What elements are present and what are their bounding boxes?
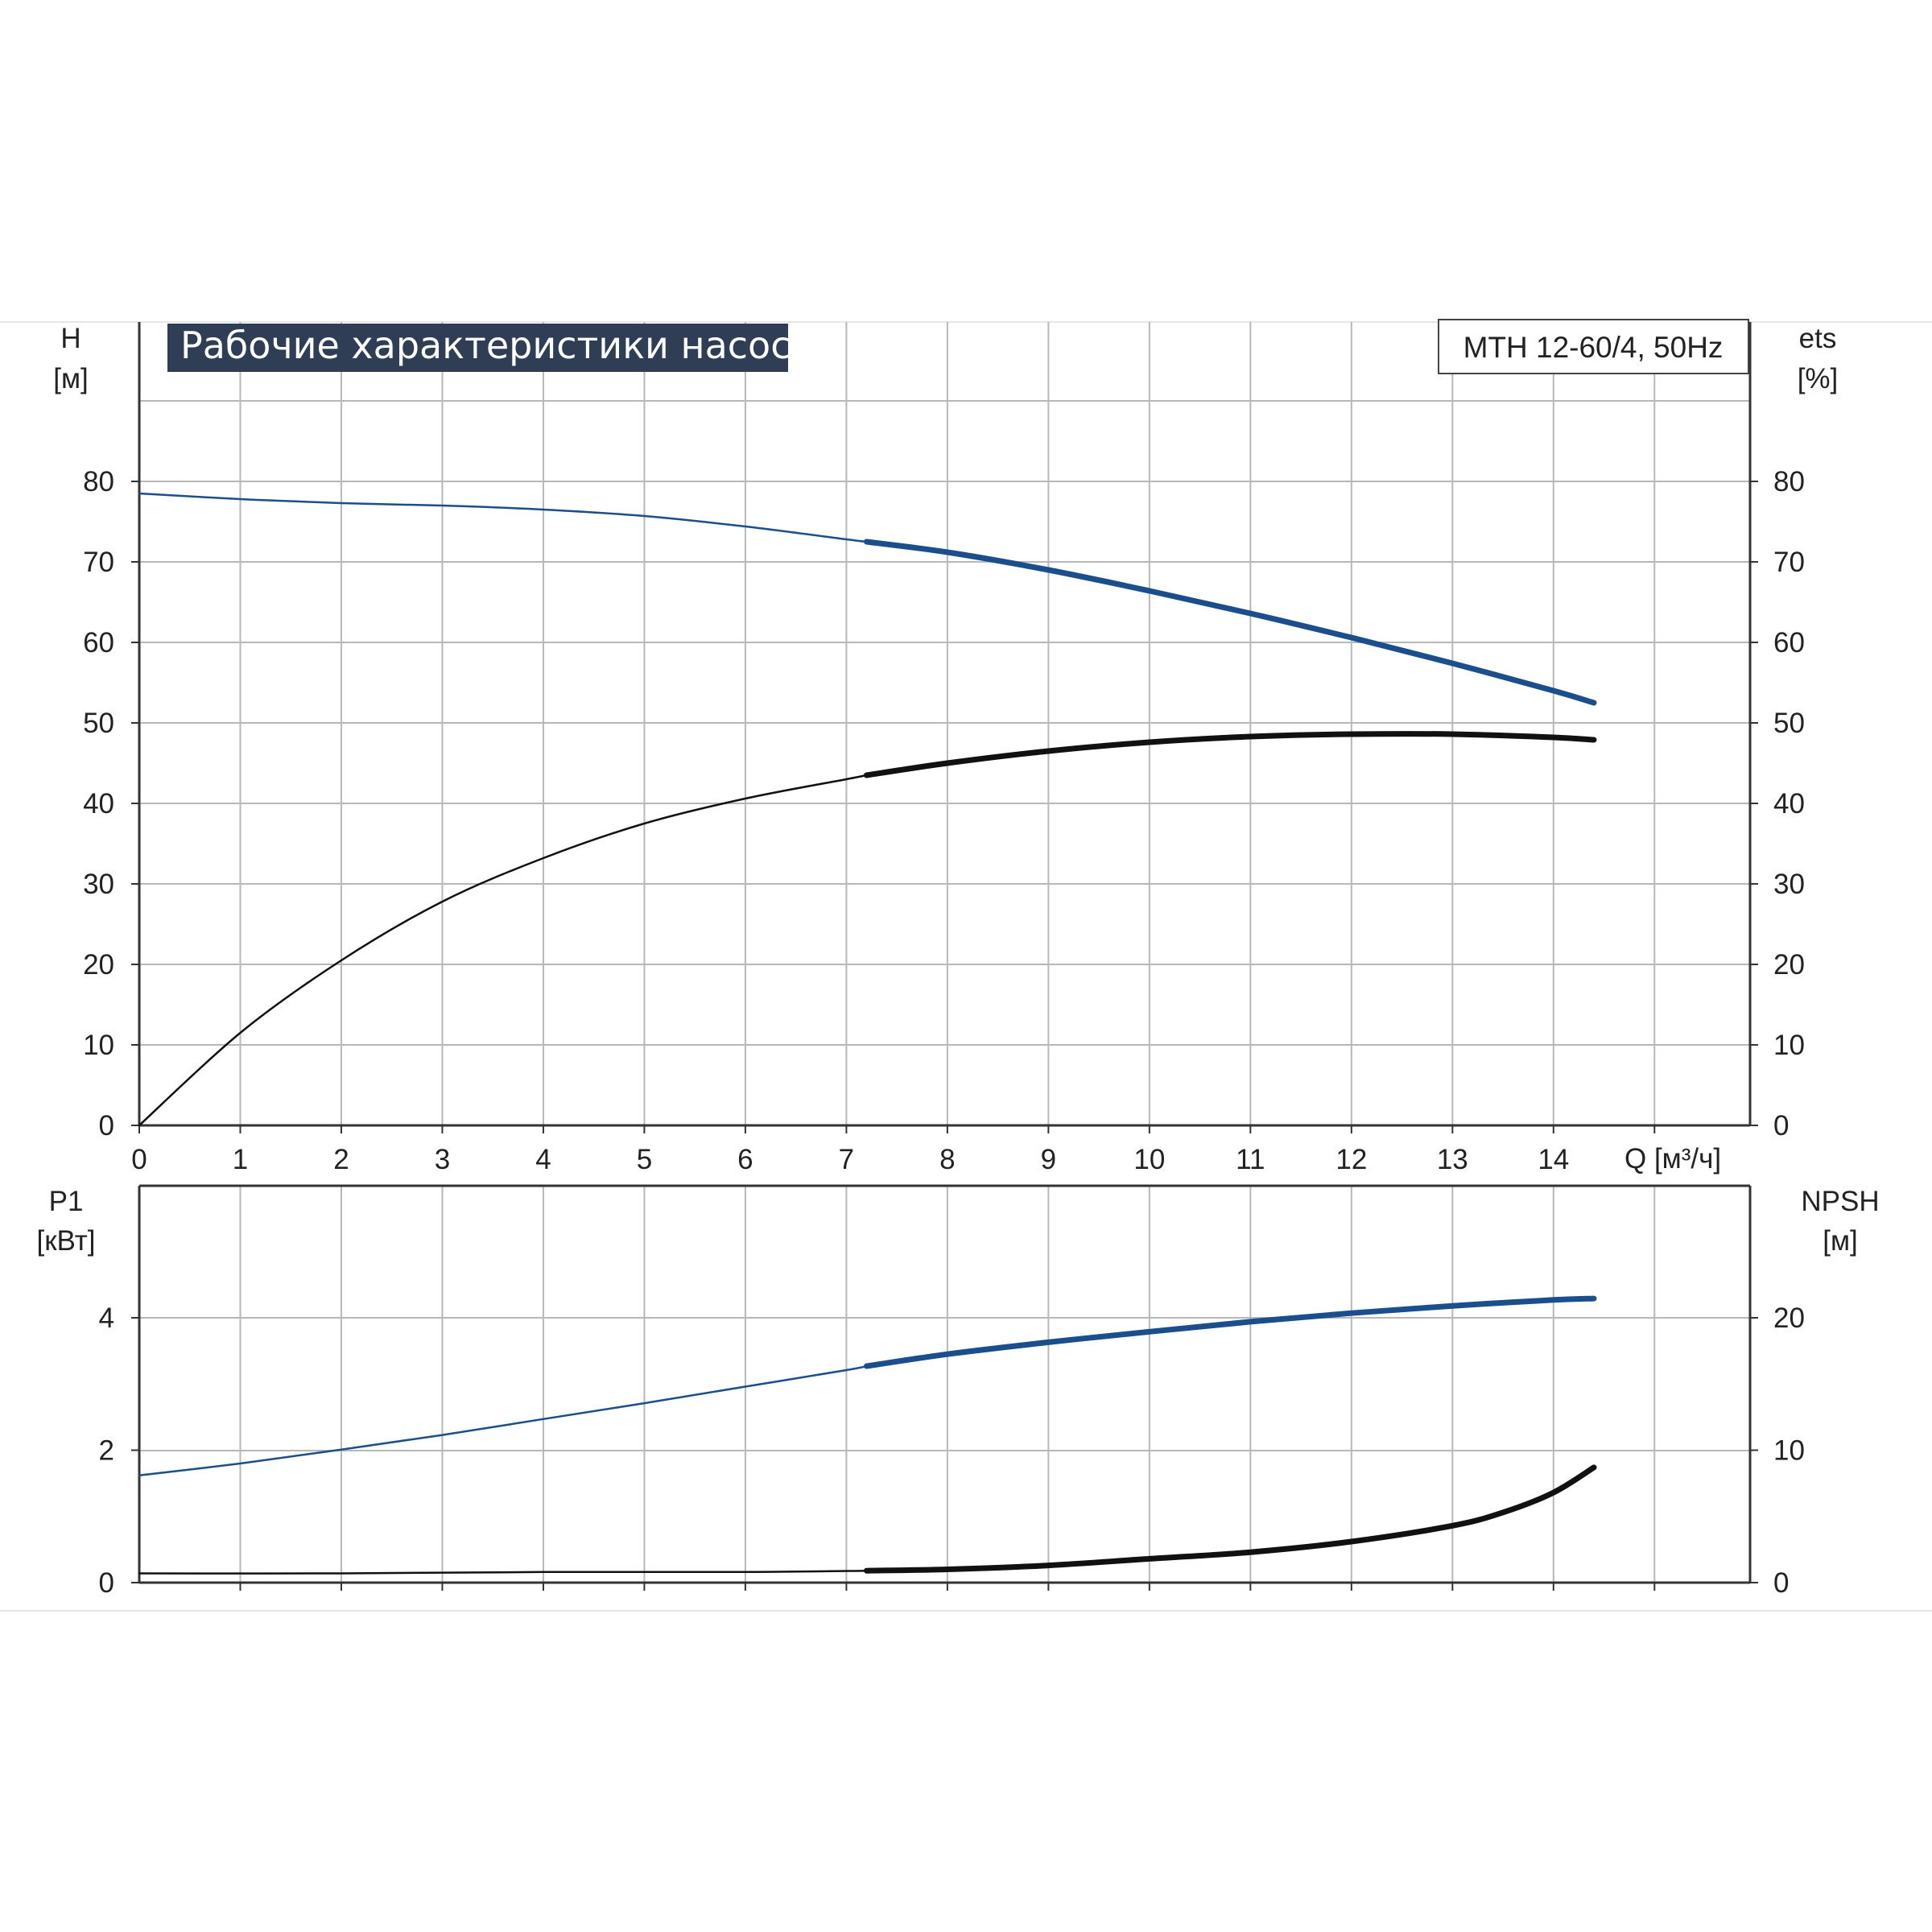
npsh-curve-thick [864,1464,1597,1574]
npsh-tick-label: 0 [1773,1567,1789,1599]
x-tick-label: 9 [1041,1144,1056,1175]
npsh-axis-label: NPSH [1801,1186,1879,1217]
h-tick-label: 0 [99,1110,114,1141]
x-tick-label: 11 [1236,1144,1265,1175]
h-curve-thick [864,539,1597,706]
p1-tick-label: 2 [99,1435,114,1467]
x-tick-label: 0 [131,1144,147,1175]
p1-curve-thick [864,1295,1597,1369]
eta-tick-label: 20 [1773,949,1805,980]
h-tick-label: 20 [83,949,114,980]
eta-curve-thin [138,774,868,1127]
lower-ticks: 0 2 4 0 10 20 [99,1302,1805,1599]
x-tick-label: 10 [1133,1144,1165,1175]
h-tick-label: 10 [83,1030,114,1061]
eta-tick-label: 30 [1773,869,1805,900]
h-tick-label: 60 [83,627,114,658]
p1-axis-label: P1 [49,1186,84,1217]
x-tick-label: 3 [435,1144,450,1175]
x-tick-label: 4 [535,1144,551,1175]
x-tick-label: 7 [839,1144,854,1175]
h-tick-label: 30 [83,869,114,900]
model-label: MTH 12-60/4, 50Hz [1463,331,1724,364]
x-tick-label: 2 [333,1144,349,1175]
x-tick-label: 1 [233,1144,248,1175]
eta-tick-label: 70 [1773,547,1805,578]
p1-tick-label: 0 [99,1567,114,1599]
npsh-curve-thin [138,1569,868,1575]
x-tick-label: 8 [939,1144,955,1175]
eta-tick-label: 0 [1773,1110,1789,1141]
eta-tick-label: 10 [1773,1030,1805,1061]
p1-curve-thin [138,1364,868,1477]
npsh-tick-label: 10 [1773,1435,1805,1467]
h-tick-label: 40 [83,788,114,819]
eta-tick-label: 50 [1773,708,1805,739]
x-tick-label: 13 [1437,1144,1468,1175]
eta-axis-label: ets [1799,323,1837,354]
npsh-axis-unit: [м] [1823,1225,1858,1257]
x-tick-label: 6 [737,1144,753,1175]
h-axis-label: H [60,323,80,354]
npsh-tick-label: 20 [1773,1302,1805,1334]
q-axis-label: Q [м³/ч] [1624,1143,1721,1174]
p1-tick-label: 4 [99,1302,114,1334]
eta-axis-unit: [%] [1798,363,1839,394]
eta-tick-label: 80 [1773,466,1805,497]
eta-tick-label: 40 [1773,788,1805,819]
h-tick-label: 70 [83,547,114,578]
x-tick-label: 5 [637,1144,652,1175]
lower-grid [139,1186,1750,1583]
model-box [1438,319,1749,374]
h-tick-label: 50 [83,708,114,739]
title-box [167,324,788,372]
p1-axis-unit: [кВт] [37,1225,96,1257]
h-tick-label: 80 [83,466,114,497]
curves [138,492,1597,1575]
upper-grid [139,322,1750,1125]
x-tick-label: 14 [1538,1144,1569,1175]
chart-title: Рабочие характеристики насоса [180,324,814,367]
h-axis-unit: [м] [53,363,89,394]
x-tick-label: 12 [1335,1144,1367,1175]
eta-curve-thick [864,731,1597,778]
eta-tick-label: 60 [1773,627,1805,658]
h-curve-thin [138,492,868,543]
